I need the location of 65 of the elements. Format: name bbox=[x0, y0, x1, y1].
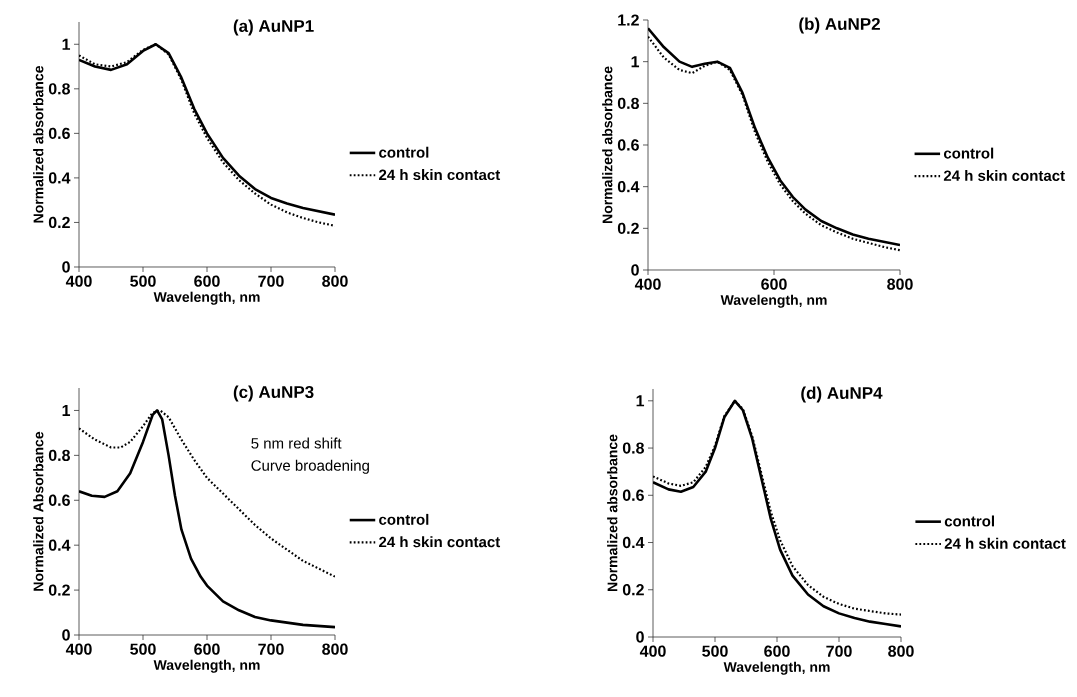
y-tick-label: 0.8 bbox=[617, 97, 639, 109]
y-tick-label: 0.6 bbox=[622, 489, 644, 501]
y-tick-label: 0.2 bbox=[617, 222, 639, 234]
legend-label: control bbox=[943, 147, 994, 159]
legend-label: 24 h skin contact bbox=[943, 169, 1065, 181]
y-tick-label: 0 bbox=[631, 264, 639, 276]
x-tick-label: 800 bbox=[322, 275, 348, 287]
x-tick-label: 800 bbox=[888, 645, 914, 657]
x-tick-label: 800 bbox=[322, 643, 348, 655]
y-axis-title: Normalized Absorbance bbox=[33, 431, 44, 591]
x-axis-title: Wavelength, nm bbox=[723, 661, 830, 675]
y-tick-label: 0.6 bbox=[617, 139, 639, 151]
x-tick-label: 700 bbox=[826, 645, 852, 657]
y-tick-label: 0.8 bbox=[48, 449, 70, 462]
x-tick-label: 400 bbox=[65, 275, 92, 287]
y-axis-title: Normalized absorbance bbox=[607, 434, 618, 592]
x-tick-label: 600 bbox=[194, 643, 220, 655]
y-tick-label: 1 bbox=[631, 56, 640, 68]
y-tick-label: 0.2 bbox=[48, 216, 70, 229]
y-tick-label: 0.4 bbox=[617, 181, 640, 193]
chart-title: (b) AuNP2 bbox=[799, 17, 880, 34]
annotation: Curve broadening bbox=[251, 459, 369, 474]
x-tick-label: 400 bbox=[65, 643, 92, 655]
annotation: 5 nm red shift bbox=[251, 437, 342, 449]
y-tick-label: 0 bbox=[62, 261, 70, 273]
y-axis-title: Normalized absorbance bbox=[33, 66, 44, 223]
chart-title: (a) AuNP1 bbox=[233, 19, 314, 36]
y-tick-label: 1.2 bbox=[618, 14, 639, 26]
legend-label: control bbox=[944, 515, 994, 527]
legend-label: control bbox=[379, 513, 429, 525]
x-tick-label: 500 bbox=[130, 275, 156, 287]
y-tick-label: 0 bbox=[62, 629, 70, 641]
chart-title: (d) AuNP4 bbox=[801, 386, 883, 403]
y-tick-label: 0 bbox=[636, 631, 644, 643]
x-tick-label: 400 bbox=[634, 278, 661, 290]
x-tick-label: 700 bbox=[258, 275, 284, 287]
legend-label: control bbox=[379, 146, 429, 158]
x-tick-label: 700 bbox=[258, 643, 284, 655]
x-tick-label: 600 bbox=[764, 645, 790, 657]
legend-label: 24 h skin contact bbox=[944, 537, 1066, 549]
y-tick-label: 0.4 bbox=[622, 536, 645, 549]
legend-label: 24 h skin contact bbox=[379, 169, 501, 181]
y-tick-label: 0.4 bbox=[48, 172, 71, 184]
x-axis-title: Wavelength, nm bbox=[720, 294, 827, 308]
x-axis-title: Wavelength, nm bbox=[153, 291, 260, 305]
x-tick-label: 500 bbox=[702, 645, 728, 657]
chart-title: (c) AuNP3 bbox=[233, 385, 314, 402]
y-tick-label: 0.6 bbox=[48, 127, 70, 140]
y-tick-label: 0.2 bbox=[622, 584, 644, 596]
x-tick-label: 600 bbox=[194, 275, 220, 287]
y-tick-label: 1 bbox=[62, 404, 71, 416]
y-tick-label: 1 bbox=[62, 38, 71, 50]
x-tick-label: 800 bbox=[887, 278, 913, 290]
x-axis-title: Wavelength, nm bbox=[153, 659, 260, 673]
x-tick-label: 500 bbox=[130, 643, 156, 655]
y-tick-label: 0.2 bbox=[48, 584, 70, 596]
x-tick-label: 400 bbox=[639, 645, 666, 657]
y-axis-title: Normalized absorbance bbox=[602, 66, 613, 224]
y-tick-label: 1 bbox=[636, 395, 645, 407]
y-tick-label: 0.8 bbox=[48, 83, 70, 95]
y-tick-label: 0.6 bbox=[48, 494, 70, 506]
x-tick-label: 600 bbox=[761, 278, 787, 290]
legend-label: 24 h skin contact bbox=[379, 536, 501, 548]
y-tick-label: 0.4 bbox=[48, 539, 71, 551]
y-tick-label: 0.8 bbox=[622, 442, 644, 454]
